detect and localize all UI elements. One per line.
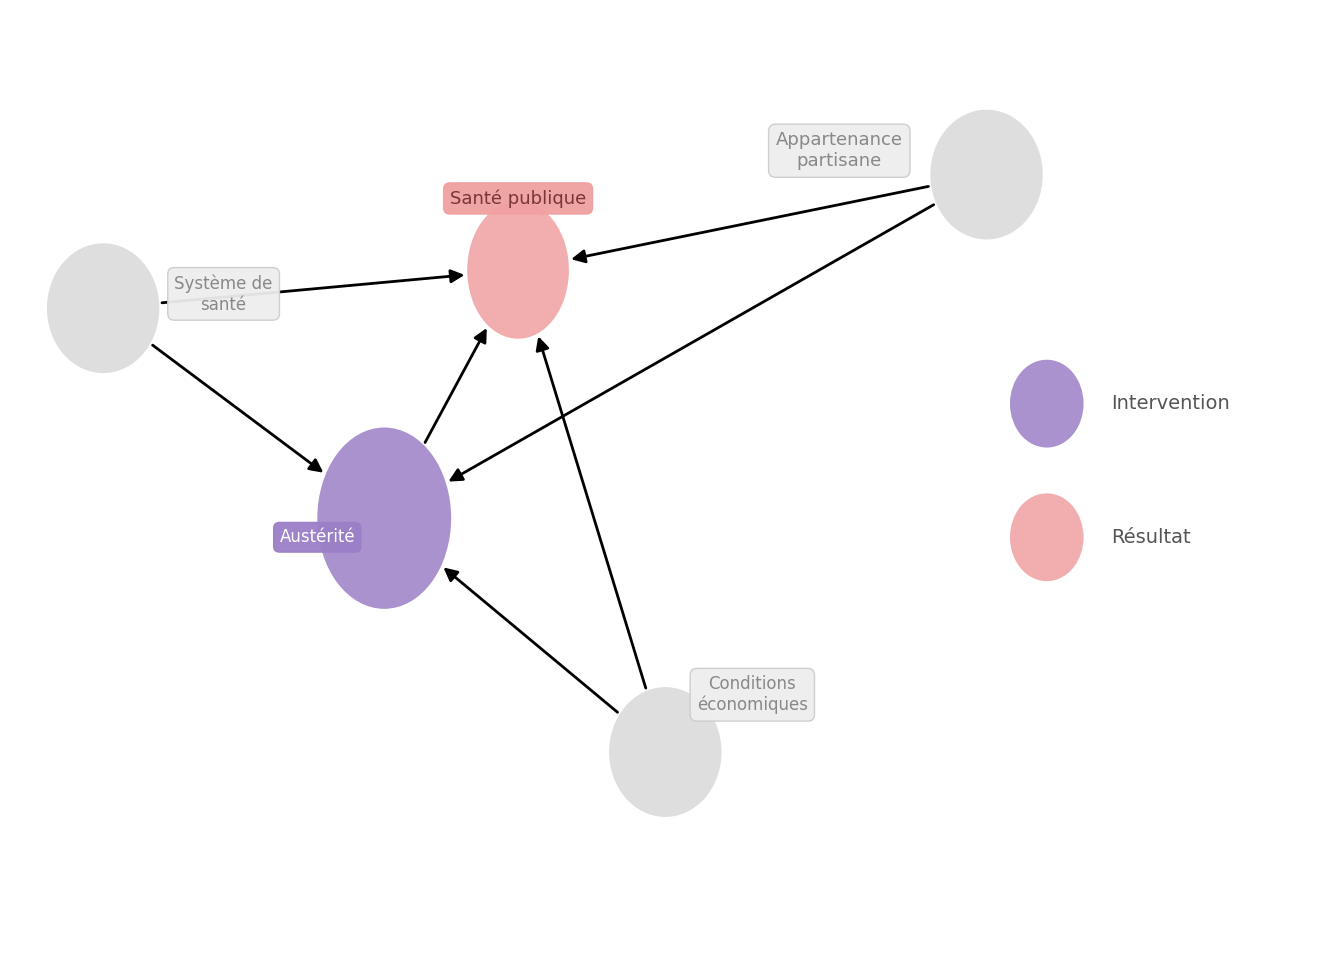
Text: Appartenance
partisane: Appartenance partisane (775, 132, 903, 170)
Ellipse shape (1009, 360, 1083, 447)
Ellipse shape (1009, 493, 1083, 581)
Text: Santé publique: Santé publique (450, 189, 586, 207)
Ellipse shape (47, 243, 160, 373)
Text: Résultat: Résultat (1111, 528, 1191, 547)
Ellipse shape (317, 427, 452, 609)
Ellipse shape (930, 109, 1043, 239)
Text: Intervention: Intervention (1111, 395, 1230, 413)
Ellipse shape (468, 202, 569, 339)
Ellipse shape (609, 687, 722, 817)
Text: Conditions
économiques: Conditions économiques (696, 675, 808, 714)
Text: Austérité: Austérité (280, 528, 355, 546)
Text: Système de
santé: Système de santé (175, 275, 273, 314)
